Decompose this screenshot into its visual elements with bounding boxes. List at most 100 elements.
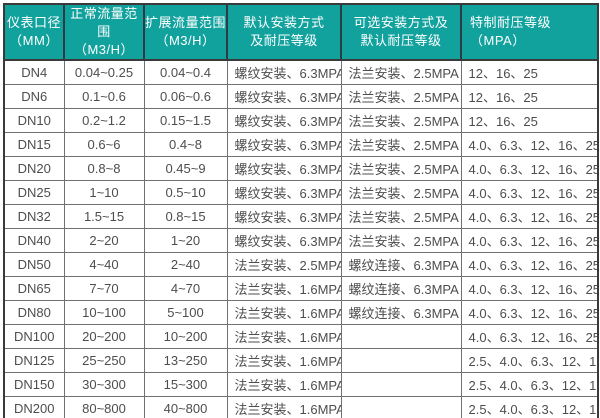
header-special-pressure-rating-line1: 特制耐压等级 (470, 15, 552, 30)
cell-default-installation: 螺纹安装、6.3MPA (226, 180, 342, 205)
cell-default-installation: 螺纹安装、6.3MPA (226, 204, 342, 229)
header-diameter: 仪表口径 （MM） (4, 4, 64, 60)
cell-optional-installation: 法兰安装、2.5MPA (340, 108, 462, 133)
cell-default-installation: 螺纹安装、6.3MPA (226, 228, 342, 253)
table-row: DN4 0.04~0.25 0.04~0.4 螺纹安装、6.3MPA 法兰安装、2.5M… (3, 59, 599, 85)
cell-diameter: DN100 (3, 324, 65, 349)
cell-optional-installation: 法兰安装、2.5MPA (340, 180, 462, 205)
header-normal-flow-range-line1: 正常流量范围 (70, 6, 138, 39)
cell-extended-flow-range: 0.5~10 (143, 180, 228, 205)
cell-normal-flow-range: 2~20 (63, 228, 145, 253)
cell-special-pressure-rating: 4.0、6.3、12、16、25 (460, 204, 599, 229)
table-row: DN40 2~20 1~20 螺纹安装、6.3MPA 法兰安装、2.5MPA 4.0、6.… (3, 228, 599, 253)
cell-special-pressure-rating: 4.0、6.3、12、16、25 (460, 324, 599, 349)
cell-normal-flow-range: 80~800 (63, 396, 145, 418)
table-row: DN6 0.1~0.6 0.06~0.6 螺纹安装、6.3MPA 法兰安装、2.5MPA… (3, 84, 599, 109)
cell-extended-flow-range: 2~40 (143, 252, 228, 277)
cell-extended-flow-range: 0.45~9 (143, 156, 228, 181)
cell-diameter: DN25 (3, 180, 65, 205)
cell-default-installation: 法兰安装、1.6MPA (226, 372, 342, 397)
cell-optional-installation: 法兰安装、2.5MPA (340, 228, 462, 253)
table-row: DN100 20~200 10~200 法兰安装、1.6MPA 4.0、6.3、12、1… (3, 324, 599, 349)
cell-diameter: DN200 (3, 396, 65, 418)
table-row: DN200 80~800 40~800 法兰安装、1.6MPA 2.5、4.0、6.3、… (3, 396, 599, 418)
cell-extended-flow-range: 0.04~0.4 (143, 59, 228, 85)
cell-normal-flow-range: 1~10 (63, 180, 145, 205)
cell-normal-flow-range: 1.5~15 (63, 204, 145, 229)
cell-normal-flow-range: 20~200 (63, 324, 145, 349)
cell-extended-flow-range: 5~100 (143, 300, 228, 325)
cell-extended-flow-range: 0.15~1.5 (143, 108, 228, 133)
header-normal-flow-range-line2: （M3/H） (73, 42, 135, 57)
cell-extended-flow-range: 0.4~8 (143, 132, 228, 157)
cell-optional-installation: 法兰安装、2.5MPA (340, 84, 462, 109)
table-row: DN20 0.8~8 0.45~9 螺纹安装、6.3MPA 法兰安装、2.5MPA 4.0… (3, 156, 599, 181)
cell-optional-installation: 法兰安装、2.5MPA (340, 132, 462, 157)
header-special-pressure-rating: 特制耐压等级 （MPA） (460, 4, 598, 60)
header-optional-installation-line2: 默认耐压等级 (360, 33, 442, 48)
header-diameter-line2: （MM） (9, 33, 59, 48)
cell-optional-installation (340, 396, 462, 418)
table-row: DN25 1~10 0.5~10 螺纹安装、6.3MPA 法兰安装、2.5MPA 4.0、… (3, 180, 599, 205)
table-body: DN4 0.04~0.25 0.04~0.4 螺纹安装、6.3MPA 法兰安装、2.5M… (3, 59, 599, 418)
cell-special-pressure-rating: 4.0、6.3、12、16、25 (460, 180, 599, 205)
cell-normal-flow-range: 0.8~8 (63, 156, 145, 181)
cell-extended-flow-range: 40~800 (143, 396, 228, 418)
cell-diameter: DN80 (3, 300, 65, 325)
cell-diameter: DN40 (3, 228, 65, 253)
header-extended-flow-range-line2: （M3/H） (155, 33, 216, 48)
cell-default-installation: 螺纹安装、6.3MPA (226, 84, 342, 109)
header-default-installation-line1: 默认安装方式 (243, 15, 325, 30)
table-header: 仪表口径 （MM） 正常流量范围 （M3/H） 扩展流量范围 （M3/H） 默认安装方式 及耐… (4, 4, 598, 60)
header-extended-flow-range-line1: 扩展流量范围 (145, 15, 227, 30)
cell-extended-flow-range: 4~70 (143, 276, 228, 301)
cell-special-pressure-rating: 12、16、25 (460, 108, 599, 133)
cell-extended-flow-range: 15~300 (143, 372, 228, 397)
cell-normal-flow-range: 10~100 (63, 300, 145, 325)
table-row: DN10 0.2~1.2 0.15~1.5 螺纹安装、6.3MPA 法兰安装、2.5MP… (3, 108, 599, 133)
cell-normal-flow-range: 0.2~1.2 (63, 108, 145, 133)
cell-optional-installation (340, 348, 462, 373)
cell-optional-installation: 法兰安装、2.5MPA (340, 156, 462, 181)
table-row: DN125 25~250 13~250 法兰安装、1.6MPA 2.5、4.0、6.3、… (3, 348, 599, 373)
cell-optional-installation: 螺纹连接、6.3MPA (340, 252, 462, 277)
table-row: DN150 30~300 15~300 法兰安装、1.6MPA 2.5、4.0、6.3、… (3, 372, 599, 397)
cell-extended-flow-range: 1~20 (143, 228, 228, 253)
cell-special-pressure-rating: 4.0、6.3、12、16、25 (460, 276, 599, 301)
cell-normal-flow-range: 4~40 (63, 252, 145, 277)
header-extended-flow-range: 扩展流量范围 （M3/H） (143, 4, 227, 60)
cell-normal-flow-range: 25~250 (63, 348, 145, 373)
cell-extended-flow-range: 13~250 (143, 348, 228, 373)
table-row: DN65 7~70 4~70 法兰安装、1.6MPA 螺纹连接、6.3MPA 4.0、6.… (3, 276, 599, 301)
cell-extended-flow-range: 0.06~0.6 (143, 84, 228, 109)
cell-default-installation: 法兰安装、1.6MPA (226, 348, 342, 373)
cell-normal-flow-range: 30~300 (63, 372, 145, 397)
cell-default-installation: 法兰安装、1.6MPA (226, 396, 342, 418)
cell-default-installation: 螺纹安装、6.3MPA (226, 132, 342, 157)
header-normal-flow-range: 正常流量范围 （M3/H） (63, 4, 144, 60)
cell-optional-installation (340, 324, 462, 349)
cell-special-pressure-rating: 12、16、25 (460, 59, 599, 85)
header-special-pressure-rating-line2: （MPA） (470, 33, 526, 48)
cell-special-pressure-rating: 4.0、6.3、12、16、25 (460, 132, 599, 157)
header-optional-installation-line1: 可选安装方式及 (353, 15, 449, 30)
cell-optional-installation: 螺纹连接、6.3MPA (340, 276, 462, 301)
header-default-installation-line2: 及耐压等级 (250, 33, 318, 48)
cell-extended-flow-range: 0.8~15 (143, 204, 228, 229)
header-diameter-line1: 仪表口径 (6, 15, 61, 30)
cell-diameter: DN32 (3, 204, 65, 229)
cell-default-installation: 螺纹安装、6.3MPA (226, 108, 342, 133)
cell-special-pressure-rating: 4.0、6.3、12、16、25 (460, 252, 599, 277)
cell-default-installation: 螺纹安装、6.3MPA (226, 59, 342, 85)
cell-default-installation: 法兰安装、1.6MPA (226, 324, 342, 349)
table-row: DN15 0.6~6 0.4~8 螺纹安装、6.3MPA 法兰安装、2.5MPA 4.0、… (3, 132, 599, 157)
cell-special-pressure-rating: 2.5、4.0、6.3、12、16 (460, 348, 599, 373)
cell-optional-installation (340, 372, 462, 397)
cell-default-installation: 螺纹安装、6.3MPA (226, 156, 342, 181)
cell-diameter: DN65 (3, 276, 65, 301)
cell-diameter: DN6 (3, 84, 65, 109)
cell-diameter: DN50 (3, 252, 65, 277)
cell-default-installation: 法兰安装、1.6MPA (226, 300, 342, 325)
cell-diameter: DN15 (3, 132, 65, 157)
header-optional-installation: 可选安装方式及 默认耐压等级 (340, 4, 461, 60)
